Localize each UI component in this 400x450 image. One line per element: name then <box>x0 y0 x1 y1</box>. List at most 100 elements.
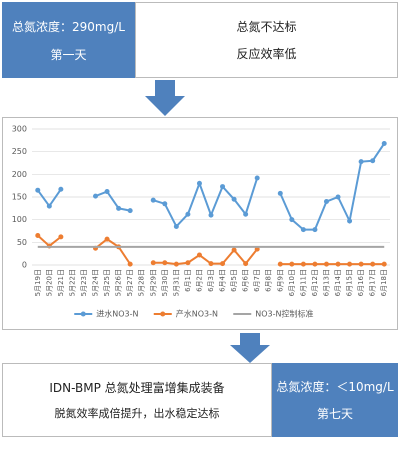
x-tick-label: 5月30日 <box>161 269 169 296</box>
arrow-shape <box>145 80 185 116</box>
device-name: IDN-BMP 总氮处理富增集成装备 <box>49 380 225 395</box>
arrow-shape <box>230 333 270 363</box>
x-tick-label: 5月31日 <box>172 269 180 296</box>
x-tick-label: 5月27日 <box>126 269 134 296</box>
data-point <box>196 180 202 186</box>
start-efficiency: 反应效率低 <box>236 47 297 61</box>
data-point <box>254 175 260 181</box>
x-tick-label: 6月17日 <box>369 269 377 296</box>
x-tick-label: 6月14日 <box>334 269 342 296</box>
start-day: 第一天 <box>50 47 87 62</box>
x-tick-label: 6月7日 <box>253 269 261 292</box>
legend-label: 产水NO3-N <box>176 309 218 319</box>
data-point <box>208 212 214 218</box>
data-point <box>185 260 191 266</box>
y-tick-label: 100 <box>12 215 27 224</box>
x-tick-label: 6月10日 <box>288 269 296 296</box>
start-status-box: 总氮不达标 反应效率低 <box>135 2 398 78</box>
chart-frame <box>2 117 398 330</box>
data-point <box>347 218 353 224</box>
end-box: 总氮浓度：＜10mg/L 第七天 <box>272 363 398 437</box>
chart: 0 50 100 150 200 250 300 5月19日 5月20日 5月21日 5月22日 5月… <box>2 117 398 330</box>
data-point <box>312 261 318 267</box>
x-tick-label: 5月20日 <box>45 269 53 296</box>
end-device-box: IDN-BMP 总氮处理富增集成装备 脱氮效率成倍提升，出水稳定达标 <box>2 363 272 437</box>
data-point <box>300 261 306 267</box>
x-tick-label: 6月8日 <box>265 269 273 292</box>
data-point <box>323 199 329 205</box>
data-point <box>104 236 110 242</box>
x-tick-label: 5月23日 <box>80 269 88 296</box>
data-point <box>347 261 353 267</box>
x-tick-label: 5月26日 <box>115 269 123 296</box>
legend-marker <box>160 311 166 317</box>
data-point <box>150 197 156 203</box>
data-point <box>93 193 99 199</box>
data-point <box>46 203 52 209</box>
start-concentration: 总氮浓度：290mg/L <box>12 19 125 34</box>
end-concentration: 总氮浓度：＜10mg/L <box>276 380 394 394</box>
device-result: 脱氮效率成倍提升，出水稳定达标 <box>54 407 220 421</box>
x-tick-label: 5月29日 <box>149 269 157 296</box>
x-tick-label: 5月19日 <box>34 269 42 296</box>
data-point <box>173 223 179 229</box>
data-point <box>231 196 237 202</box>
y-tick-label: 0 <box>22 261 27 270</box>
x-tick-label: 6月5日 <box>230 269 238 292</box>
data-point <box>58 186 64 192</box>
data-point <box>231 247 237 253</box>
data-point <box>243 261 249 267</box>
start-box: 总氮浓度：290mg/L 第一天 <box>2 2 135 78</box>
data-point <box>162 201 168 207</box>
data-point <box>277 261 283 267</box>
data-point <box>35 187 41 193</box>
legend-label: NO3-N控制标准 <box>255 309 313 319</box>
x-tick-label: 6月4日 <box>219 269 227 292</box>
x-tick-label: 5月21日 <box>57 269 65 296</box>
data-point <box>370 158 376 164</box>
x-tick-label: 6月12日 <box>311 269 319 296</box>
x-tick-label: 6月3日 <box>207 269 215 292</box>
y-tick-label: 50 <box>17 238 27 247</box>
data-point <box>312 227 318 233</box>
data-point <box>254 246 260 252</box>
y-tick-label: 200 <box>12 170 27 179</box>
data-point <box>323 261 329 267</box>
x-tick-label: 6月11日 <box>299 269 307 296</box>
data-point <box>196 252 202 258</box>
data-point <box>381 261 387 267</box>
data-point <box>104 189 110 195</box>
y-tick-label: 300 <box>12 125 27 134</box>
data-point <box>370 261 376 267</box>
data-point <box>300 227 306 233</box>
data-point <box>381 141 387 147</box>
data-point <box>220 184 226 190</box>
data-point <box>208 261 214 267</box>
legend-label: 进水NO3-N <box>96 309 138 319</box>
data-point <box>335 261 341 267</box>
x-tick-label: 6月6日 <box>242 269 250 292</box>
x-tick-label: 6月9日 <box>276 269 284 292</box>
x-tick-label: 6月13日 <box>322 269 330 296</box>
end-day: 第七天 <box>316 407 353 421</box>
x-tick-label: 5月22日 <box>68 269 76 296</box>
data-point <box>150 260 156 266</box>
arrow-down <box>145 80 185 116</box>
x-tick-label: 6月1日 <box>184 269 192 292</box>
data-point <box>116 205 122 211</box>
legend-marker <box>80 311 86 317</box>
data-point <box>35 233 41 239</box>
x-tick-label: 6月15日 <box>346 269 354 296</box>
arrow-down <box>230 333 270 363</box>
y-tick-label: 250 <box>12 147 27 156</box>
start-status: 总氮不达标 <box>236 20 297 34</box>
data-point <box>358 261 364 267</box>
data-point <box>358 159 364 165</box>
x-tick-label: 6月18日 <box>380 269 388 296</box>
data-point <box>243 211 249 217</box>
data-point <box>335 194 341 200</box>
data-point <box>220 261 226 267</box>
data-point <box>289 261 295 267</box>
x-tick-label: 5月28日 <box>138 269 146 296</box>
